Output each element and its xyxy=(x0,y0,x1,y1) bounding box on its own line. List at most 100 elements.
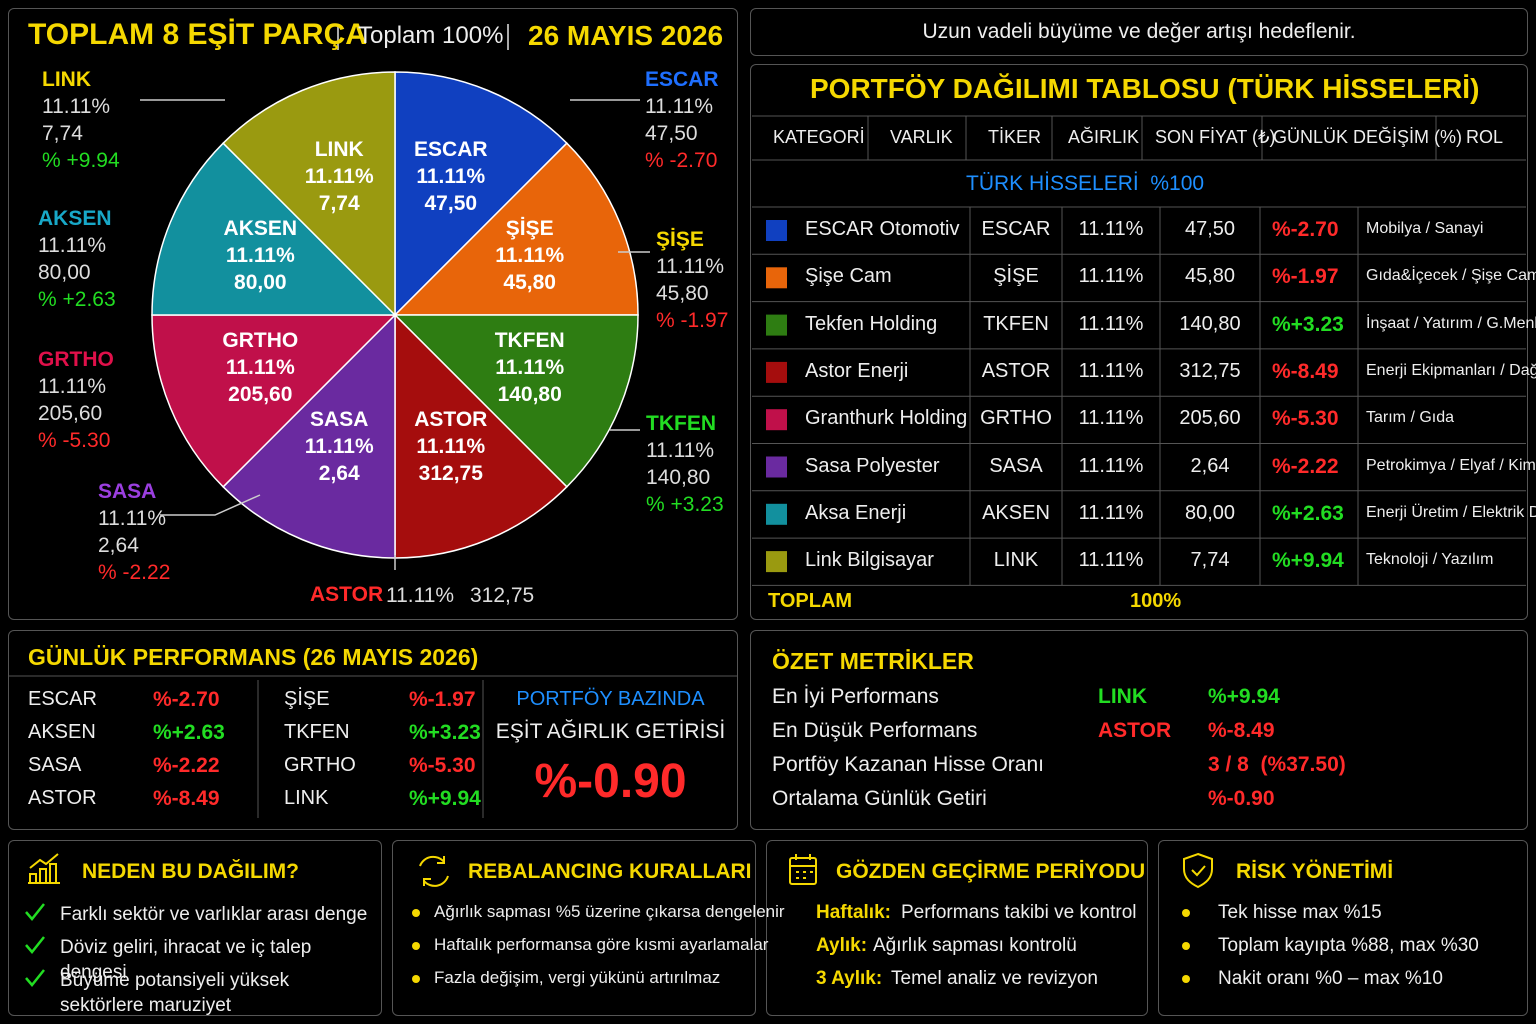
outer-change: % +9.94 xyxy=(42,149,120,172)
slice-price: 312,75 xyxy=(418,461,483,485)
change: %+2.63 xyxy=(1272,501,1344,525)
weight: 11.11% xyxy=(1078,501,1144,524)
daily-result: %-0.90 xyxy=(534,755,687,808)
daily-change: %-5.30 xyxy=(409,754,476,777)
metric-value: 3 / 8 (%37.50) xyxy=(1208,753,1346,776)
slice-price: 47,50 xyxy=(424,192,478,216)
outer-label: ŞİŞE xyxy=(656,228,704,251)
price: 47,50 xyxy=(1184,218,1236,240)
price: 205,60 xyxy=(1179,407,1241,430)
slice-value: 11.11% xyxy=(495,355,565,379)
asset-name: Aksa Enerji xyxy=(805,501,907,524)
pie-slice xyxy=(151,314,397,488)
metric-ticker: LINK xyxy=(1098,685,1147,708)
price: 80,00 xyxy=(1184,501,1236,524)
card-title: REBALANCING KURALLARI xyxy=(468,860,752,883)
metric-label: Portföy Kazanan Hisse Oranı xyxy=(772,753,1044,776)
slice-value: 11.11% xyxy=(304,165,374,189)
table-header: TİKER xyxy=(988,127,1042,147)
slice-label: ESCAR xyxy=(414,138,488,162)
ticker: LINK xyxy=(993,549,1039,572)
weight: 11.11% xyxy=(1078,359,1144,382)
slice-price: 140,80 xyxy=(497,382,562,406)
table-footer: TOPLAM xyxy=(768,590,853,612)
bullet xyxy=(1182,942,1190,950)
table-header: VARLIK xyxy=(890,127,953,147)
price: 140,80 xyxy=(1179,312,1241,335)
metric-label: En İyi Performans xyxy=(772,685,939,708)
table-header: SON FİYAT (₺) xyxy=(1155,127,1276,147)
bullet xyxy=(1182,909,1190,917)
outer-label: ESCAR xyxy=(645,68,719,91)
role: Tarım / Gıda xyxy=(1366,409,1455,427)
ticker: AKSEN xyxy=(982,501,1050,524)
metric-label: Ortalama Günlük Getiri xyxy=(772,787,987,810)
table-subheader: TÜRK HİSSELERİ %100 xyxy=(966,172,1205,195)
table-title: PORTFÖY DAĞILIMI TABLOSU (TÜRK HİSSELERİ… xyxy=(810,73,1480,104)
header-date: 26 MAYIS 2026 xyxy=(528,20,724,51)
card xyxy=(1158,840,1528,1016)
outer-change: % +3.23 xyxy=(646,493,724,516)
change: %+9.94 xyxy=(1272,549,1344,573)
daily-change: %+2.63 xyxy=(153,721,225,744)
daily-panel xyxy=(8,630,738,830)
slice-label: GRTHO xyxy=(222,328,299,352)
metrics-panel xyxy=(750,630,1528,830)
check-icon xyxy=(25,936,45,954)
table-header: GÜNLÜK DEĞİŞİM (%) xyxy=(1273,127,1463,147)
pie-slice xyxy=(393,314,639,488)
role: Petrokimya / Elyaf / Kimya xyxy=(1366,456,1536,474)
outer-price: 140,80 xyxy=(646,466,711,489)
table-header: ROL xyxy=(1466,127,1504,147)
price: 45,80 xyxy=(1184,265,1236,288)
daily-change: %-2.22 xyxy=(153,754,220,777)
bullet xyxy=(412,975,420,983)
header-total: Toplam 100% xyxy=(358,22,504,49)
card xyxy=(766,840,1148,1016)
table-footer: 100% xyxy=(1130,590,1182,612)
outer-change: % +2.63 xyxy=(38,288,116,311)
outer-value: 11.11% xyxy=(42,95,111,118)
asset-name: Tekfen Holding xyxy=(805,312,938,335)
weight: 11.11% xyxy=(1078,265,1144,288)
check-icon xyxy=(25,903,45,921)
change: %-1.97 xyxy=(1272,265,1339,289)
outer-value: 11.11% xyxy=(38,234,107,257)
price: 2,64 xyxy=(1190,454,1230,477)
swatch xyxy=(766,456,787,478)
slice-label: AKSEN xyxy=(223,217,298,241)
daily-change: %-2.70 xyxy=(153,688,220,711)
table-panel xyxy=(750,64,1528,620)
asset-name: Granthurk Holding xyxy=(805,407,968,430)
card-item-label: Haftalık: xyxy=(816,902,891,923)
swatch xyxy=(766,314,787,336)
change: %+3.23 xyxy=(1272,312,1344,336)
change: %-8.49 xyxy=(1272,359,1339,383)
slice-label: ASTOR xyxy=(414,407,488,431)
swatch xyxy=(766,220,787,241)
outer-price: 7,74 xyxy=(42,122,83,145)
slice-label: TKFEN xyxy=(494,328,565,352)
slice-price: 80,00 xyxy=(234,271,287,295)
daily-change: %+9.94 xyxy=(409,787,481,810)
ticker: ASTOR xyxy=(981,359,1051,382)
card-item-label: Aylık: xyxy=(816,935,868,956)
pie-panel xyxy=(8,8,738,620)
pie-slice xyxy=(393,142,639,316)
card-item: Ağırlık sapması %5 üzerine çıkarsa denge… xyxy=(434,902,785,921)
outer-change: % -2.70 xyxy=(645,149,718,172)
outer-value: 11.11% xyxy=(645,95,714,118)
outer-price: 205,60 xyxy=(38,402,103,425)
daily-subcaption: EŞİT AĞIRLIK GETİRİSİ xyxy=(495,720,726,743)
card-title: NEDEN BU DAĞILIM? xyxy=(82,860,299,883)
card-title: RİSK YÖNETİMİ xyxy=(1236,860,1394,883)
swatch xyxy=(766,503,787,525)
role: Gıda&İçecek / Şişe Cam xyxy=(1366,267,1536,285)
ticker: TKFEN xyxy=(983,312,1049,335)
check-icon xyxy=(25,969,45,987)
outer-price: 2,64 xyxy=(98,534,139,557)
card-item: Temel analiz ve revizyon xyxy=(891,968,1098,989)
slice-price: 7,74 xyxy=(318,192,360,216)
slice-value: 11.11% xyxy=(225,355,295,379)
ticker: ŞİŞE xyxy=(993,265,1039,288)
